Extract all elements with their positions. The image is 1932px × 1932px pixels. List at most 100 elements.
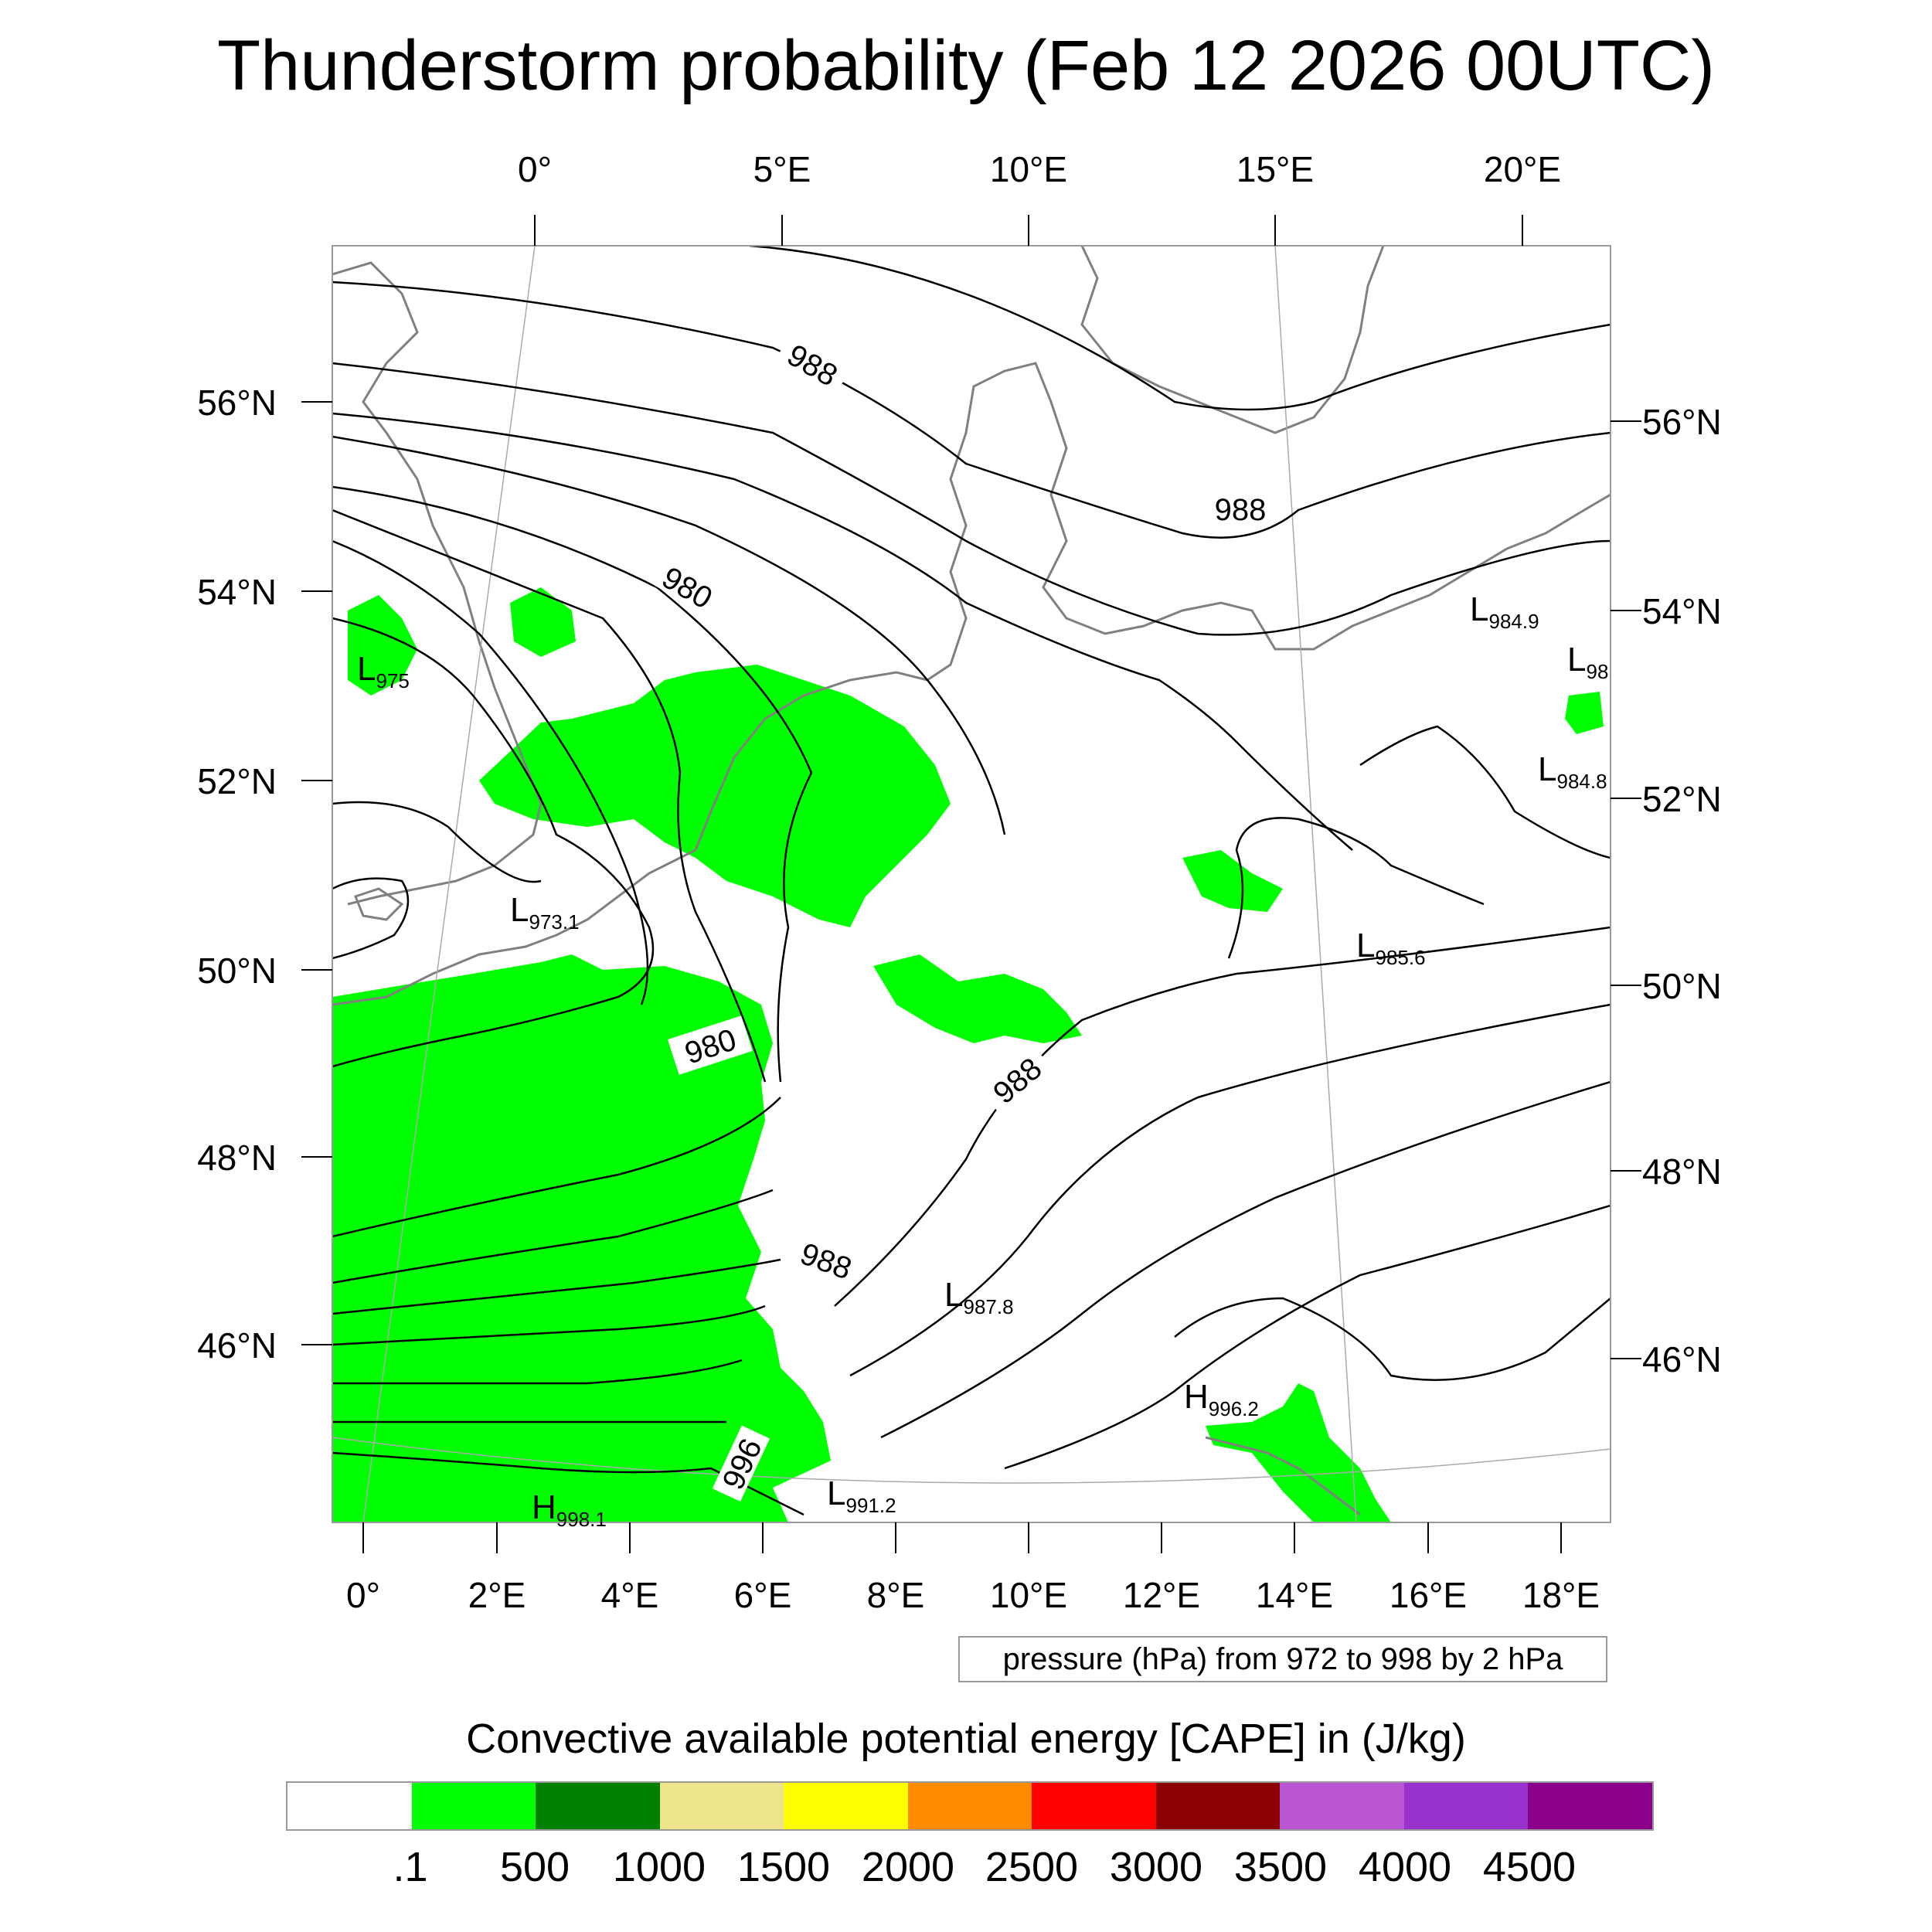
colorbar-label: 1000 bbox=[612, 1844, 706, 1890]
isobar bbox=[332, 617, 655, 1068]
left-lat-label: 54°N bbox=[197, 572, 277, 612]
top-lon-labels: 0° 5°E 10°E 15°E 20°E bbox=[518, 149, 1561, 189]
colorbar-swatch bbox=[287, 1783, 412, 1829]
pressure-center: H996.2 bbox=[1184, 1378, 1259, 1420]
cape-area-belgium bbox=[873, 954, 1082, 1043]
left-lat-label: 48°N bbox=[197, 1138, 277, 1178]
parallel-45n bbox=[332, 1437, 1611, 1484]
colorbar-swatch bbox=[536, 1783, 660, 1829]
pressure-info-box: pressure (hPa) from 972 to 998 by 2 hPa bbox=[958, 1636, 1607, 1682]
bottom-lon-label: 2°E bbox=[468, 1575, 526, 1615]
coast-adriatic bbox=[1205, 1436, 1361, 1516]
coast-netherlands bbox=[694, 671, 928, 851]
bottom-lon-label: 10°E bbox=[990, 1575, 1067, 1615]
isobar bbox=[1227, 817, 1485, 959]
left-lat-label: 52°N bbox=[197, 761, 277, 801]
isobar bbox=[332, 362, 1611, 636]
top-lon-label: 5°E bbox=[753, 149, 811, 189]
colorbar-swatch bbox=[907, 1783, 1032, 1829]
left-lat-labels: 56°N 54°N 52°N 50°N 48°N 46°N bbox=[197, 383, 277, 1366]
colorbar-label: 2000 bbox=[861, 1844, 955, 1890]
colorbar-swatch bbox=[411, 1783, 536, 1829]
isobar bbox=[332, 1304, 766, 1346]
colorbar-title: Convective available potential energy [C… bbox=[466, 1716, 1466, 1762]
contour-label: 988 bbox=[1215, 493, 1267, 527]
bottom-lon-label: 16°E bbox=[1389, 1575, 1467, 1615]
coast-germany-north bbox=[927, 362, 1611, 682]
left-lat-label: 56°N bbox=[197, 383, 277, 423]
isobar bbox=[332, 1359, 743, 1385]
bottom-lon-label: 14°E bbox=[1256, 1575, 1333, 1615]
coast-uk bbox=[332, 261, 543, 906]
right-lat-label: 56°N bbox=[1642, 402, 1722, 442]
top-lon-label: 10°E bbox=[990, 149, 1067, 189]
coast-sweden bbox=[1080, 246, 1385, 434]
isobar bbox=[332, 1097, 781, 1238]
colorbar-swatch bbox=[1032, 1783, 1156, 1829]
isobars bbox=[332, 246, 1611, 1516]
isobar bbox=[332, 877, 410, 960]
cape-area-uk-coast bbox=[510, 587, 576, 657]
bottom-lon-label: 18°E bbox=[1522, 1575, 1600, 1615]
colorbar-swatch bbox=[784, 1783, 908, 1829]
meridian-0 bbox=[362, 246, 536, 1522]
cape-area-croatia bbox=[1206, 1383, 1391, 1522]
right-lat-label: 48°N bbox=[1642, 1151, 1722, 1192]
left-lat-label: 46°N bbox=[197, 1325, 277, 1366]
colorbar-swatch bbox=[659, 1783, 784, 1829]
map-frame bbox=[332, 245, 1611, 1523]
bottom-lon-label: 4°E bbox=[601, 1575, 659, 1615]
coast-france bbox=[332, 849, 696, 1006]
bottom-lon-label: 0° bbox=[346, 1575, 380, 1615]
contour-label: 988 bbox=[796, 1236, 856, 1286]
bottom-lon-label: 12°E bbox=[1123, 1575, 1200, 1615]
cape-area-south-west bbox=[332, 954, 831, 1522]
cape-area-alps bbox=[641, 1488, 788, 1522]
bottom-lon-label: 6°E bbox=[734, 1575, 792, 1615]
isobar bbox=[332, 485, 813, 1083]
top-lon-label: 15°E bbox=[1236, 149, 1314, 189]
left-lat-label: 50°N bbox=[197, 951, 277, 991]
pressure-center: L991.2 bbox=[827, 1475, 896, 1517]
isobar bbox=[332, 435, 1006, 835]
right-lat-label: 50°N bbox=[1642, 966, 1722, 1006]
cape-areas bbox=[332, 587, 1604, 1522]
isobar bbox=[332, 539, 649, 1005]
isobar bbox=[1359, 725, 1611, 859]
coast-channel-islands bbox=[354, 887, 404, 921]
tick-marks bbox=[301, 215, 1641, 1553]
colorbar-label: 1500 bbox=[736, 1844, 831, 1890]
colorbar-swatch bbox=[1155, 1783, 1281, 1829]
isobar bbox=[1004, 1204, 1611, 1470]
right-lat-labels: 56°N 54°N 52°N 50°N 48°N 46°N bbox=[1642, 402, 1722, 1379]
top-lon-label: 20°E bbox=[1484, 149, 1561, 189]
cape-area-czech bbox=[1182, 850, 1283, 912]
pressure-center: H998.1 bbox=[532, 1488, 607, 1531]
top-lon-label: 0° bbox=[518, 149, 552, 189]
colorbar-label: 2500 bbox=[985, 1844, 1079, 1890]
isobar bbox=[332, 1258, 781, 1315]
colorbar bbox=[286, 1781, 1654, 1831]
isobar bbox=[849, 1003, 1611, 1377]
pressure-center: L975 bbox=[357, 650, 410, 692]
chart-title: Thunderstorm probability (Feb 12 2026 00… bbox=[216, 26, 1716, 105]
cape-area-poland bbox=[1565, 692, 1604, 734]
pressure-center: L973.1 bbox=[510, 891, 580, 934]
colorbar-label: 3000 bbox=[1109, 1844, 1203, 1890]
colorbar-swatch bbox=[1280, 1783, 1404, 1829]
pressure-center: L98 bbox=[1567, 641, 1608, 683]
cape-area-channel bbox=[479, 665, 951, 927]
pressure-center: L985.6 bbox=[1356, 927, 1426, 969]
pressure-centers: L975 L973.1 L984.9 L98 L984.8 L985.6 L98… bbox=[357, 590, 1608, 1531]
isobar bbox=[332, 412, 1353, 851]
right-lat-label: 46°N bbox=[1642, 1339, 1722, 1379]
isobar bbox=[880, 1080, 1611, 1439]
bottom-lon-labels: 0° 2°E 4°E 6°E 8°E 10°E 12°E 14°E 16°E 1… bbox=[346, 1575, 1600, 1615]
coastlines bbox=[332, 246, 1611, 1516]
graticule bbox=[332, 246, 1611, 1522]
bottom-lon-label: 8°E bbox=[867, 1575, 925, 1615]
pressure-center: L984.8 bbox=[1538, 750, 1607, 793]
colorbar-swatch bbox=[1528, 1783, 1653, 1829]
right-lat-label: 52°N bbox=[1642, 779, 1722, 819]
